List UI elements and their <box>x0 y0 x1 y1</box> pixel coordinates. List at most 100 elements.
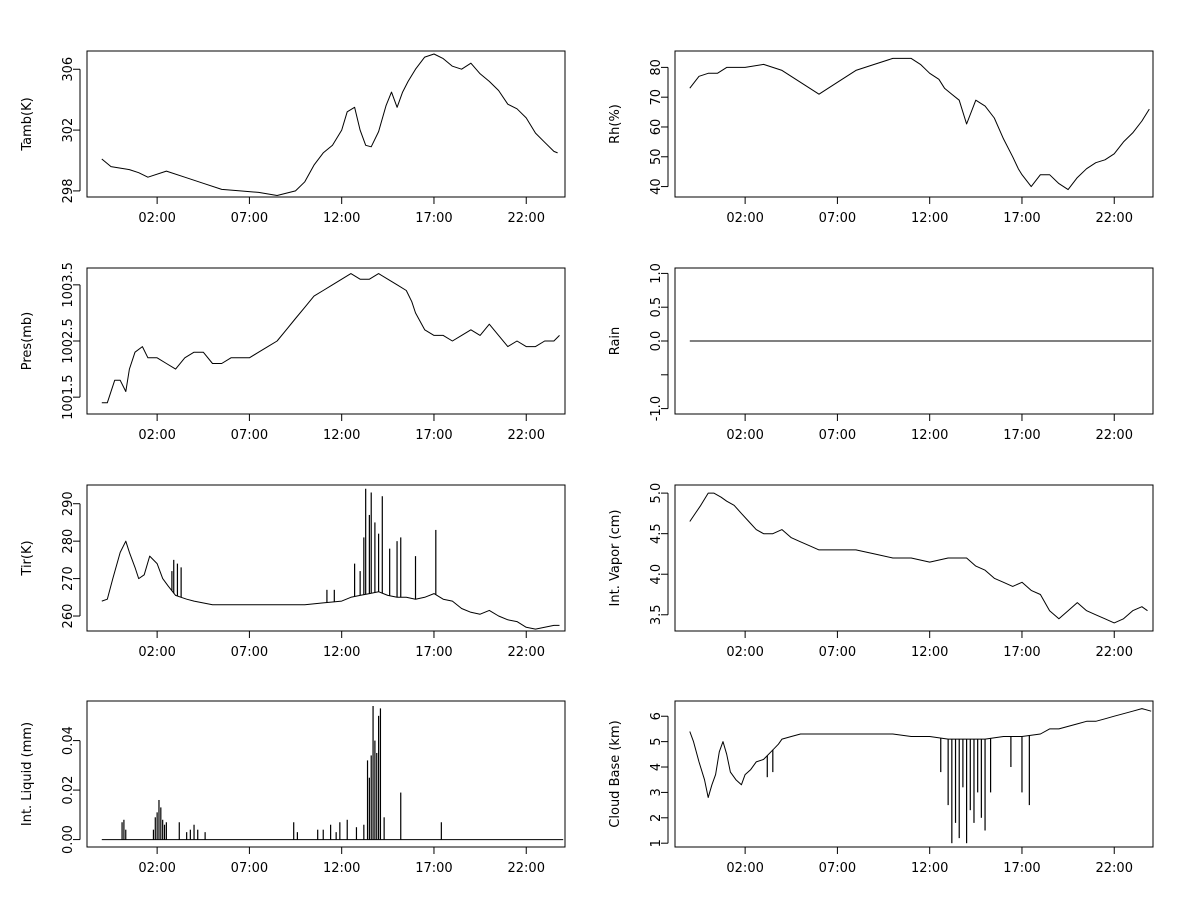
x-tick-label: 22:00 <box>508 645 545 660</box>
x-tick-label: 17:00 <box>415 645 452 660</box>
y-axis-title: Rh(%) <box>608 104 623 144</box>
y-tick-label: 290 <box>61 491 76 516</box>
y-tick-label: 260 <box>61 604 76 629</box>
x-tick-label: 17:00 <box>1003 645 1040 660</box>
plot-frame <box>674 484 1154 632</box>
panel-int-vapor-cm: 02:00 07:00 12:00 17:00 22:00 3.5 4.0 4.5 5.0 Int… <box>608 483 1154 660</box>
y-tick-label: 1002.5 <box>61 318 76 364</box>
plot-frame <box>86 267 566 415</box>
plot-frame <box>674 267 1154 415</box>
y-tick-label: 50 <box>649 149 664 166</box>
x-tick-label: 02:00 <box>138 645 175 660</box>
y-tick-label: 302 <box>61 118 76 143</box>
x-tick-label: 22:00 <box>1096 645 1133 660</box>
y-tick-label: 0.02 <box>61 776 76 805</box>
x-tick-label: 12:00 <box>323 645 360 660</box>
x-tick-label: 22:00 <box>508 211 545 226</box>
x-tick-label: 17:00 <box>415 861 452 876</box>
x-tick-label: 17:00 <box>1003 428 1040 443</box>
x-tick-label: 02:00 <box>726 645 763 660</box>
y-tick-label: 3 <box>649 788 664 796</box>
y-tick-label: 70 <box>649 89 664 106</box>
panel-rain: 02:00 07:00 12:00 17:00 22:00 -1.0 0.0 0.5 1.0 Ra… <box>608 263 1154 443</box>
x-tick-label: 02:00 <box>726 861 763 876</box>
y-tick-label: 270 <box>61 566 76 591</box>
x-tick-label: 12:00 <box>911 428 948 443</box>
y-tick-label: 1 <box>649 839 664 847</box>
y-tick-label: 60 <box>649 119 664 136</box>
plot-frame <box>86 50 566 198</box>
x-tick-label: 22:00 <box>508 861 545 876</box>
x-tick-label: 22:00 <box>1096 211 1133 226</box>
series-line-cloud-base-km <box>689 708 1152 798</box>
series-line-pres-mb <box>101 273 560 404</box>
series-line-tamb-k <box>101 53 558 196</box>
y-tick-label: 0.5 <box>649 297 664 318</box>
y-tick-label: 5.0 <box>649 483 664 504</box>
plot-frame <box>86 700 566 848</box>
y-axis-title: Rain <box>608 327 623 356</box>
panel-tir-k: 02:00 07:00 12:00 17:00 22:00 260 270 280 290 Tir… <box>20 484 566 660</box>
y-tick-label: 4 <box>649 763 664 771</box>
y-axis-title: Pres(mb) <box>20 312 35 371</box>
x-tick-label: 12:00 <box>911 861 948 876</box>
y-axis-title: Int. Liquid (mm) <box>20 722 35 826</box>
x-tick-label: 22:00 <box>1096 861 1133 876</box>
y-tick-label: 280 <box>61 529 76 554</box>
y-tick-label: 306 <box>61 57 76 82</box>
x-tick-label: 12:00 <box>323 211 360 226</box>
x-tick-label: 07:00 <box>819 428 856 443</box>
x-tick-label: 07:00 <box>819 211 856 226</box>
x-tick-label: 22:00 <box>1096 428 1133 443</box>
y-tick-label: 1.0 <box>649 263 664 284</box>
x-tick-label: 02:00 <box>726 428 763 443</box>
panel-tamb-k: 02:00 07:00 12:00 17:00 22:00 298 302 306 Tamb(K… <box>20 50 566 226</box>
plot-frame <box>674 50 1154 198</box>
y-tick-label: 4.0 <box>649 564 664 585</box>
panel-cloud-base-km: 02:00 07:00 12:00 17:00 22:00 1 2 3 4 5 6 Cloud Bas… <box>608 700 1154 876</box>
y-tick-label: 2 <box>649 814 664 822</box>
y-tick-label: 4.5 <box>649 523 664 544</box>
x-tick-label: 12:00 <box>911 211 948 226</box>
x-tick-label: 17:00 <box>415 211 452 226</box>
x-tick-label: 07:00 <box>231 861 268 876</box>
y-tick-label: 6 <box>649 712 664 720</box>
y-tick-label: 5 <box>649 737 664 745</box>
y-tick-label: 1003.5 <box>61 262 76 308</box>
x-tick-label: 02:00 <box>138 428 175 443</box>
x-tick-label: 22:00 <box>508 428 545 443</box>
y-tick-label: 0.0 <box>649 331 664 352</box>
y-tick-label: 0.04 <box>61 726 76 755</box>
y-tick-label: 1001.5 <box>61 374 76 420</box>
x-tick-label: 02:00 <box>138 211 175 226</box>
x-tick-label: 17:00 <box>415 428 452 443</box>
y-axis-title: Tamb(K) <box>20 97 35 151</box>
series-line-rh <box>689 57 1150 191</box>
y-tick-label: 3.5 <box>649 604 664 625</box>
y-axis-title: Cloud Base (km) <box>608 720 623 827</box>
y-tick-label: -1.0 <box>649 396 664 421</box>
panel-pres-mb: 02:00 07:00 12:00 17:00 22:00 1001.5 1002.5 100… <box>20 262 566 443</box>
x-tick-label: 07:00 <box>231 428 268 443</box>
series-line-int-vapor-cm <box>689 492 1148 624</box>
y-tick-label: 0.00 <box>61 825 76 854</box>
x-tick-label: 12:00 <box>323 861 360 876</box>
x-tick-label: 12:00 <box>323 428 360 443</box>
y-tick-label: 80 <box>649 59 664 76</box>
x-tick-label: 02:00 <box>726 211 763 226</box>
x-tick-label: 07:00 <box>231 645 268 660</box>
x-tick-label: 07:00 <box>231 211 268 226</box>
y-axis-title: Int. Vapor (cm) <box>608 510 623 607</box>
series-line-tir-k <box>101 540 560 630</box>
x-tick-label: 07:00 <box>819 861 856 876</box>
panel-rh: 02:00 07:00 12:00 17:00 22:00 40 50 60 70 80 Rh(%) <box>608 50 1154 226</box>
panel-int-liquid-mm: 02:00 07:00 12:00 17:00 22:00 0.00 0.02 0.04 Int… <box>20 700 566 876</box>
plot-frame <box>674 700 1154 848</box>
plot-frame <box>86 484 566 632</box>
y-axis-title: Tir(K) <box>20 540 35 576</box>
x-tick-label: 17:00 <box>1003 861 1040 876</box>
y-tick-label: 298 <box>61 179 76 204</box>
x-tick-label: 12:00 <box>911 645 948 660</box>
x-tick-label: 02:00 <box>138 861 175 876</box>
